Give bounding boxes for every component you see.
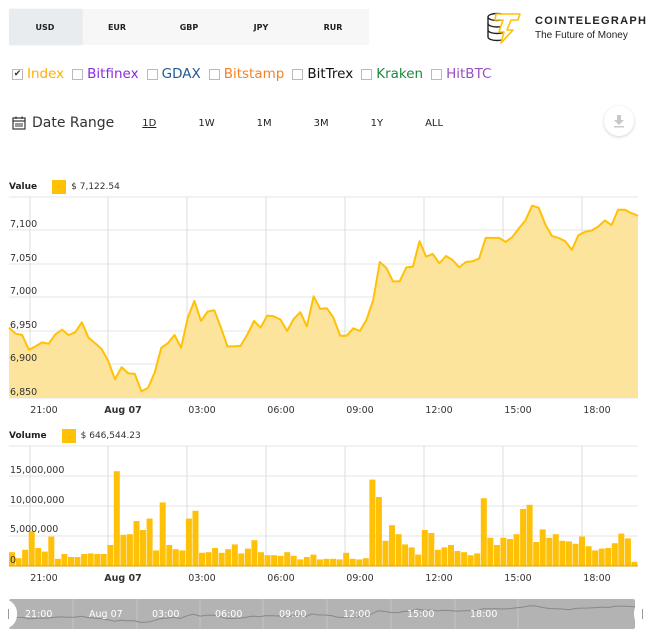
- navigator-label: 21:00: [25, 609, 53, 620]
- volume-legend-value: $ 646,544.23: [80, 431, 141, 441]
- volume-ytick: 5,000,000: [10, 524, 59, 535]
- volume-legend-swatch: [61, 429, 76, 443]
- checkbox-icon[interactable]: [208, 68, 220, 80]
- value-ytick: 6,900: [10, 353, 38, 364]
- exchange-label: BitTrex: [307, 66, 354, 82]
- range-navigator[interactable]: [8, 599, 636, 629]
- range-1d[interactable]: 1D: [142, 117, 157, 129]
- volume-legend: Volume $ 646,544.23: [9, 429, 141, 443]
- value-xtick: 06:00: [267, 405, 295, 416]
- value-legend: Value $ 7,122.54: [9, 180, 120, 194]
- download-button[interactable]: [604, 106, 634, 136]
- value-xtick: 21:00: [30, 405, 58, 416]
- exchange-bittrex[interactable]: BitTrex: [292, 66, 353, 82]
- value-ytick: 7,050: [10, 253, 38, 264]
- value-legend-swatch: [52, 180, 67, 194]
- brand-title: COINTELEGRAPH: [535, 15, 648, 27]
- volume-xtick: 09:00: [346, 573, 374, 584]
- tab-usd[interactable]: USD: [9, 9, 81, 45]
- checkbox-icon[interactable]: [72, 68, 84, 80]
- range-1y[interactable]: 1Y: [370, 117, 384, 129]
- navigator-label: 09:00: [279, 609, 307, 620]
- range-3m[interactable]: 3M: [313, 117, 329, 129]
- download-icon: [614, 115, 624, 128]
- checkbox-icon[interactable]: [361, 68, 373, 80]
- navigator-series: [8, 599, 636, 629]
- value-xtick: 15:00: [504, 405, 532, 416]
- currency-tabs: USD EUR GBP JPY RUR: [9, 9, 369, 45]
- volume-ytick: 0: [10, 555, 17, 566]
- navigator-left-handle[interactable]: [3, 599, 17, 629]
- exchange-label: Bitstamp: [223, 66, 285, 82]
- exchange-label: GDAX: [161, 66, 201, 82]
- volume-ytick: 10,000,000: [10, 495, 65, 506]
- volume-xtick: 15:00: [504, 573, 532, 584]
- navigator-label: Aug 07: [89, 609, 123, 620]
- value-xtick: 12:00: [425, 405, 453, 416]
- value-legend-label: Value: [9, 182, 38, 192]
- navigator-label: 06:00: [215, 609, 243, 620]
- exchange-gdax[interactable]: GDAX: [146, 66, 201, 82]
- value-ytick: 7,000: [10, 286, 38, 297]
- checkbox-checked-icon[interactable]: ✔: [12, 68, 23, 80]
- value-xtick: 18:00: [583, 405, 611, 416]
- volume-xtick: Aug 07: [104, 573, 142, 584]
- brand-logo[interactable]: COINTELEGRAPH The Future of Money: [486, 8, 646, 44]
- tab-eur[interactable]: EUR: [107, 22, 127, 32]
- exchange-index[interactable]: ✔ Index: [12, 66, 64, 82]
- calendar-icon: [12, 116, 26, 130]
- exchange-bitstamp[interactable]: Bitstamp: [208, 66, 285, 82]
- tab-gbp[interactable]: GBP: [179, 22, 199, 32]
- cointelegraph-logo-icon: [487, 12, 521, 44]
- range-1m[interactable]: 1M: [256, 117, 272, 129]
- exchange-label: Kraken: [376, 66, 424, 82]
- navigator-right-handle[interactable]: [634, 599, 648, 629]
- date-range-selector: Date Range 1D 1W 1M 3M 1Y ALL: [12, 112, 485, 134]
- date-range-label: Date Range: [32, 115, 115, 131]
- volume-xtick: 06:00: [267, 573, 295, 584]
- navigator-label: 03:00: [152, 609, 180, 620]
- checkbox-icon[interactable]: [146, 68, 158, 80]
- volume-xtick: 21:00: [30, 573, 58, 584]
- value-xtick: 03:00: [188, 405, 216, 416]
- value-ytick: 7,100: [10, 219, 38, 230]
- range-all[interactable]: ALL: [425, 117, 444, 129]
- navigator-label: 15:00: [407, 609, 435, 620]
- brand-tagline: The Future of Money: [535, 30, 628, 41]
- exchange-hitbtc[interactable]: HitBTC: [431, 66, 491, 82]
- value-xtick: Aug 07: [104, 405, 142, 416]
- volume-ytick: 15,000,000: [10, 465, 65, 476]
- navigator-label: 12:00: [343, 609, 371, 620]
- exchange-label: Index: [27, 66, 65, 82]
- tab-rur[interactable]: RUR: [323, 22, 343, 32]
- navigator-label: 18:00: [470, 609, 498, 620]
- exchange-kraken[interactable]: Kraken: [361, 66, 423, 82]
- exchange-label: HitBTC: [446, 66, 492, 82]
- range-1w[interactable]: 1W: [198, 117, 215, 129]
- checkbox-icon[interactable]: [431, 68, 443, 80]
- volume-xtick: 12:00: [425, 573, 453, 584]
- exchange-bitfinex[interactable]: Bitfinex: [72, 66, 139, 82]
- checkbox-icon[interactable]: [292, 68, 304, 80]
- value-ytick: 6,850: [10, 387, 38, 398]
- volume-legend-label: Volume: [9, 431, 47, 441]
- value-legend-value: $ 7,122.54: [71, 182, 120, 192]
- exchange-filters: ✔ Index Bitfinex GDAX Bitstamp BitTrex K…: [12, 66, 499, 82]
- value-xtick: 09:00: [346, 405, 374, 416]
- value-ytick: 6,950: [10, 320, 38, 331]
- tab-jpy[interactable]: JPY: [253, 22, 269, 32]
- volume-xtick: 03:00: [188, 573, 216, 584]
- exchange-label: Bitfinex: [87, 66, 139, 82]
- volume-xtick: 18:00: [583, 573, 611, 584]
